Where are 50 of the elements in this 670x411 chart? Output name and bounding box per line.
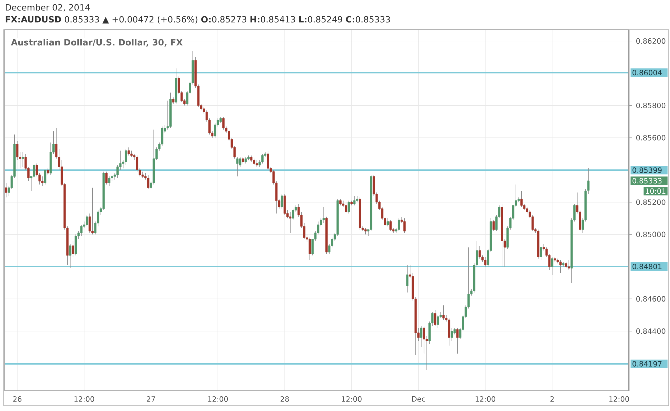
candlestick bbox=[74, 234, 78, 256]
candlestick bbox=[434, 310, 437, 327]
candlestick bbox=[222, 116, 225, 130]
text: December 02, 2014 bbox=[6, 4, 90, 12]
candlestick bbox=[22, 152, 24, 168]
candlestick bbox=[406, 265, 409, 293]
candlestick bbox=[442, 305, 445, 320]
candlestick bbox=[136, 155, 138, 172]
candlestick bbox=[420, 326, 423, 348]
candlestick bbox=[562, 262, 565, 268]
candlestick bbox=[125, 148, 128, 166]
candlestick bbox=[437, 314, 440, 328]
candlestick bbox=[108, 176, 111, 187]
candlestick bbox=[106, 172, 108, 185]
candlestick bbox=[86, 215, 88, 227]
candlestick bbox=[478, 246, 482, 260]
candlestick bbox=[322, 207, 326, 224]
candlestick bbox=[284, 194, 286, 216]
candlestick bbox=[41, 176, 44, 187]
candlestick bbox=[80, 224, 83, 237]
candlestick bbox=[308, 238, 312, 261]
candlestick bbox=[5, 182, 8, 198]
candlestick bbox=[147, 174, 150, 190]
candlestick bbox=[450, 328, 454, 342]
candlestick bbox=[390, 220, 392, 232]
candlestick bbox=[348, 200, 350, 214]
candlestick bbox=[262, 154, 264, 164]
candlestick bbox=[484, 256, 487, 268]
candlestick bbox=[281, 194, 284, 210]
candlestick bbox=[353, 196, 356, 206]
candlestick bbox=[345, 202, 348, 214]
candlestick bbox=[560, 260, 562, 274]
candlestick bbox=[492, 220, 496, 232]
candlestick bbox=[551, 256, 554, 276]
candlestick bbox=[44, 170, 47, 185]
candlestick bbox=[92, 188, 94, 235]
candlestick bbox=[568, 260, 570, 270]
text: FX:AUDUSD 0.85333 ▲ +0.00472 (+0.56%) O:0.85273 H:0.85413 L:0.85249 C:0.85333 bbox=[6, 16, 390, 24]
candlestick bbox=[398, 218, 400, 232]
candlestick bbox=[404, 218, 406, 234]
candlestick bbox=[69, 244, 72, 269]
candlestick bbox=[448, 318, 450, 346]
candlestick bbox=[267, 150, 270, 170]
candlestick bbox=[520, 190, 523, 208]
text: Australian Dollar/U.S. Dollar, 30, FX bbox=[11, 39, 183, 47]
candlestick bbox=[72, 240, 74, 258]
candlestick bbox=[289, 212, 292, 234]
candlestick bbox=[456, 328, 459, 354]
candlestick bbox=[540, 247, 542, 261]
candlestick bbox=[33, 163, 36, 179]
